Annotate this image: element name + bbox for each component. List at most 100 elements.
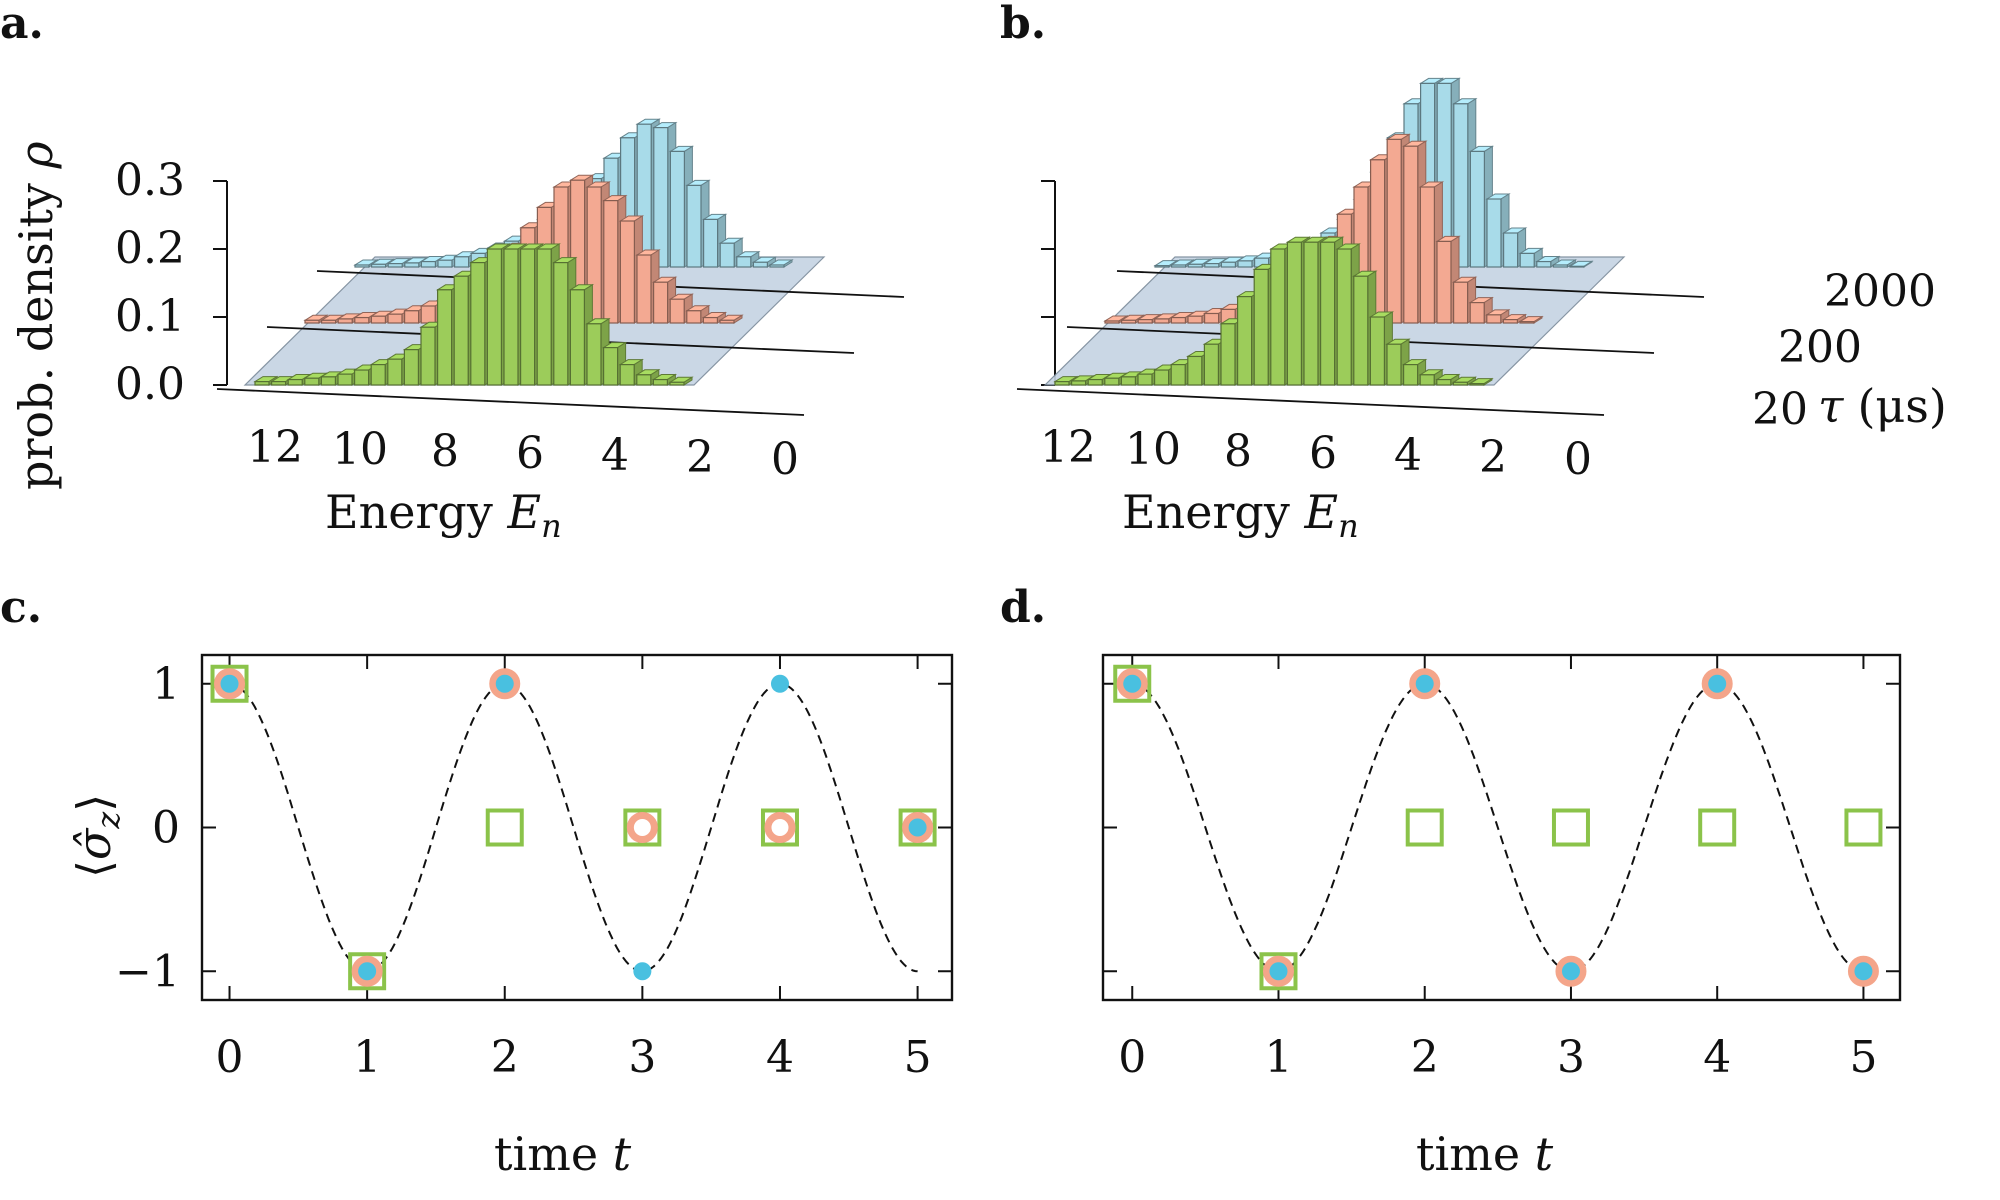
b-bar-front — [1236, 296, 1253, 386]
d-green-square-marker — [1259, 952, 1298, 991]
a-bar-front — [586, 323, 602, 386]
a-bar-front — [420, 260, 436, 268]
c-green-square-marker — [210, 664, 249, 703]
a-bar-front — [536, 248, 552, 386]
panel-b-tau-tick-label: 200 — [1778, 322, 1862, 373]
b-bar-front — [1552, 264, 1569, 268]
b-bar-front — [1120, 376, 1137, 386]
b-bar-front — [1286, 241, 1303, 386]
a-x-tick-label: 12 — [247, 422, 303, 473]
a-bar-front — [719, 319, 735, 324]
a-bar-front — [404, 310, 420, 324]
a-bar-front — [636, 374, 652, 386]
b-bar-front — [1502, 232, 1519, 268]
a-bar-front — [320, 376, 336, 386]
d-green-square-marker — [1405, 808, 1444, 847]
c-x-tick-label: 1 — [353, 1032, 381, 1083]
b-bar-front — [1519, 321, 1535, 324]
a-bar-front — [404, 262, 420, 268]
b-bar-front — [1319, 241, 1336, 386]
b-bar-front — [1436, 378, 1452, 386]
c-blue-dot-marker — [358, 962, 377, 981]
d-blue-dot-marker — [1561, 962, 1580, 981]
b-bar-front — [1137, 373, 1153, 386]
a-x-tick-label: 6 — [516, 428, 544, 479]
b-bar-front — [1386, 138, 1402, 324]
a-bar-front — [652, 378, 669, 386]
a-bar-front — [271, 381, 287, 386]
a-bar-front — [337, 373, 353, 386]
panel-d-scatter-chart: 0 1 2 3 4 5 time t — [1101, 653, 1902, 1181]
c-green-square-marker — [760, 808, 799, 847]
panel-letter-d: d. — [1000, 582, 1046, 633]
b-bar-front — [1087, 378, 1103, 386]
b-bar-front — [1419, 186, 1436, 324]
b-bar-front — [1203, 312, 1220, 324]
b-bar-front — [1403, 145, 1419, 324]
a-x-tick-label: 4 — [601, 430, 629, 481]
b-bar-front — [1154, 318, 1170, 324]
a-bar-front — [287, 378, 303, 386]
a-bar-front — [669, 381, 685, 386]
b-bar-front — [1519, 252, 1535, 268]
a-bar-front — [387, 358, 403, 386]
b-bar-front — [1187, 315, 1203, 324]
b-bar-front — [1502, 319, 1519, 324]
b-x-tick-label: 6 — [1309, 428, 1337, 479]
b-bar-front — [1436, 240, 1452, 324]
d-blue-dot-marker — [1854, 962, 1873, 981]
a-bar-front — [420, 305, 436, 324]
b-x-tick-label: 12 — [1040, 422, 1096, 473]
a-bar-front — [470, 262, 486, 386]
a-bar-front — [702, 218, 719, 268]
b-bar-front — [1104, 377, 1120, 386]
a-y-tick-label: 0.1 — [115, 291, 185, 342]
b-bar-front — [1469, 383, 1485, 386]
c-y-tick-label: −1 — [115, 946, 180, 997]
d-green-square-marker — [1551, 808, 1590, 847]
c-blue-dot-marker — [908, 818, 927, 837]
b-bar-front — [1369, 316, 1386, 386]
a-bar-front — [603, 200, 619, 324]
a-x-tick-label: 10 — [332, 424, 388, 475]
a-bar-front — [652, 281, 669, 324]
b-row-baseline — [1016, 388, 1605, 416]
b-bar-front — [1054, 381, 1070, 386]
b-bar-front — [1170, 316, 1187, 324]
d-x-tick-label: 0 — [1118, 1032, 1146, 1083]
panel-d-points — [1113, 664, 1883, 991]
c-green-square-marker — [898, 808, 937, 847]
c-y-tick-label: 1 — [152, 659, 180, 710]
c-green-square-marker — [623, 808, 662, 847]
b-bar-front — [1187, 263, 1203, 268]
c-salmon-ring-marker — [764, 812, 796, 843]
b-bar-front — [1203, 343, 1220, 386]
a-bar-front — [304, 319, 320, 324]
a-bar-front — [403, 349, 419, 386]
a-bar-front — [304, 377, 320, 386]
panel-c-ylabel: ⟨σ̂z⟩ — [67, 794, 127, 878]
a-bar-front — [602, 347, 619, 386]
panel-a-ylabel: prob. density ρ — [9, 141, 63, 490]
panel-b-tau-tick-label: 2000 — [1824, 266, 1936, 317]
d-green-square-marker — [1844, 808, 1883, 847]
a-bar-front — [669, 150, 686, 268]
c-green-square-marker — [348, 952, 387, 991]
a-bar-front — [354, 369, 370, 386]
b-bar-front — [1402, 364, 1419, 386]
b-bar-front — [1170, 364, 1186, 386]
b-bar-front — [1486, 314, 1502, 324]
panel-letter-b: b. — [1000, 0, 1046, 49]
a-bar-front — [420, 326, 436, 386]
b-bar-front — [1452, 381, 1469, 386]
a-x-tick-label: 2 — [686, 432, 714, 483]
panel-a-xlabel: Energy En — [325, 485, 562, 545]
panel-a-y-tick-labels: 0.0 0.1 0.2 0.3 — [115, 155, 185, 410]
a-x-tick-label: 0 — [771, 434, 799, 485]
a-bar-front — [387, 263, 403, 268]
d-x-tick-label: 2 — [1411, 1032, 1439, 1083]
b-bar-front — [1536, 260, 1552, 268]
panel-d-dashed-curve — [1132, 682, 1864, 973]
b-bar-front — [1303, 241, 1319, 386]
